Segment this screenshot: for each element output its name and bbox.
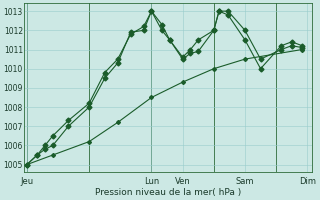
X-axis label: Pression niveau de la mer( hPa ): Pression niveau de la mer( hPa ): [95, 188, 242, 197]
